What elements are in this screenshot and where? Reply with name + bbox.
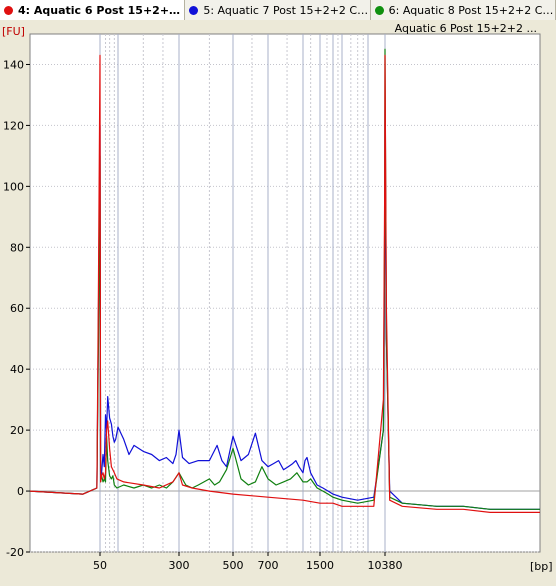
sample-4-color-dot [4,5,13,15]
y-tick-label: 20 [10,424,24,437]
tab-sample-4[interactable]: 4: Aquatic 6 Post 15+2+2 ... [0,0,186,20]
y-tick-label: 140 [3,58,24,71]
y-tick-label: 80 [10,241,24,254]
series-line-sample4 [29,54,540,513]
series-line-sample5 [29,109,540,510]
x-tick-label: 500 [223,559,244,572]
x-tick-label: 700 [258,559,279,572]
y-tick-label: 40 [10,363,24,376]
x-tick-label: 1500 [306,559,334,572]
y-tick-label: 60 [10,302,24,315]
plot-area [29,33,541,553]
tab-sample-5[interactable]: 5: Aquatic 7 Post 15+2+2 Cy... [185,0,371,20]
x-tick-label: 50 [93,559,107,572]
y-tick-label: -20 [6,546,24,559]
y-tick-label: 120 [3,119,24,132]
y-axis-unit: [FU] [2,25,25,38]
x-tick-label: 10380 [368,559,403,572]
legend-entry: Aquatic 6 Post 15+2+2 ... [395,22,537,35]
sample-tabs: 4: Aquatic 6 Post 15+2+2 ... 5: Aquatic … [0,0,556,21]
tab-sample-6[interactable]: 6: Aquatic 8 Post 15+2+2 Cy... [371,0,556,20]
tab-sample-6-label: 6: Aquatic 8 Post 15+2+2 Cy... [388,3,555,17]
x-axis-unit: [bp] [530,560,553,573]
x-tick-label: 300 [169,559,190,572]
sample-5-color-dot [189,5,199,15]
sample-6-color-dot [374,5,384,15]
y-tick-label: 100 [3,180,24,193]
electropherogram-chart: -20 0 20 40 60 80 100 120 140 50 300 500 700 1500 1038… [0,20,556,586]
series-lines [29,48,540,513]
tab-sample-5-label: 5: Aquatic 7 Post 15+2+2 Cy... [203,3,370,17]
tab-sample-4-label: 4: Aquatic 6 Post 15+2+2 ... [18,3,185,17]
axes: -20 0 20 40 60 80 100 120 140 50 300 500 700 1500 1038… [3,58,403,572]
y-tick-label: 0 [17,485,24,498]
